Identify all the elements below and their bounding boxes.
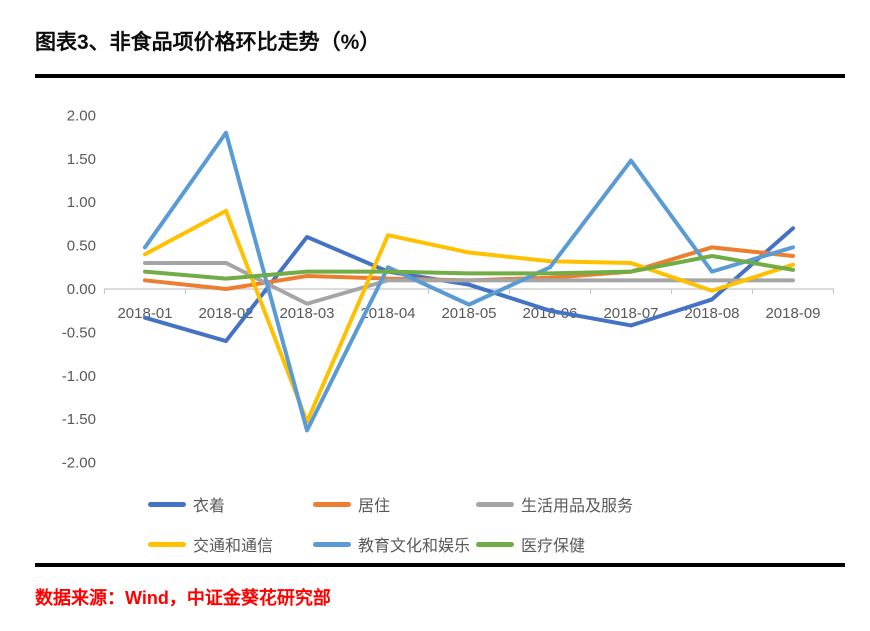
legend-swatch: [313, 541, 351, 547]
bottom-divider: [35, 563, 845, 567]
legend-label: 衣着: [193, 498, 226, 515]
legend-label: 医疗保健: [521, 538, 586, 555]
x-axis-label: 2018-03: [279, 305, 334, 322]
x-axis-label: 2018-07: [603, 305, 658, 322]
y-axis-label: 2.00: [67, 107, 96, 124]
top-divider: [35, 74, 845, 78]
y-axis-label: 0.00: [67, 281, 96, 298]
line-chart: 2.00 1.50 1.00 0.50 0.00 -0.50 -1.00 -1.50 -2.00…: [62, 107, 835, 472]
legend-item: 教育文化和娱乐: [313, 534, 471, 555]
x-axis-label: 2018-01: [117, 305, 172, 322]
series-line-教育文化和娱乐: [143, 130, 795, 433]
legend-item: 居住: [313, 494, 391, 515]
legend-item: 衣着: [148, 494, 226, 515]
legend-item: 生活用品及服务: [476, 494, 634, 515]
y-axis-label: -0.50: [62, 324, 96, 341]
series-line-交通和通信: [143, 208, 795, 424]
legend-swatch: [148, 541, 186, 547]
x-axis-label: 2018-09: [765, 305, 820, 322]
legend-swatch: [476, 541, 514, 547]
x-axis-label: 2018-06: [522, 305, 577, 322]
legend-item: 医疗保健: [476, 534, 586, 555]
legend-swatch: [476, 501, 514, 507]
legend-swatch: [148, 501, 186, 507]
y-axis-label: -1.00: [62, 368, 96, 385]
y-axis-label: -2.00: [62, 455, 96, 472]
series-line-医疗保健: [143, 254, 795, 281]
y-axis-label: 1.00: [67, 194, 96, 211]
series-line-衣着: [143, 226, 795, 344]
data-source: 数据来源：Wind，中证金葵花研究部: [35, 588, 331, 608]
x-axis-label: 2018-02: [198, 305, 253, 322]
y-axis-label: 0.50: [67, 238, 96, 255]
chart-title: 图表3、非食品项价格环比走势（%）: [35, 31, 381, 54]
x-axis-label: 2018-05: [441, 305, 496, 322]
x-axis-label: 2018-04: [360, 305, 415, 322]
legend-swatch: [313, 501, 351, 507]
y-axis-label: -1.50: [62, 411, 96, 428]
y-axis-label: 1.50: [67, 151, 96, 168]
legend-label: 生活用品及服务: [521, 498, 634, 515]
x-axis-label: 2018-08: [684, 305, 739, 322]
legend-label: 居住: [358, 498, 391, 515]
legend-label: 教育文化和娱乐: [358, 538, 471, 555]
legend-label: 交通和通信: [193, 538, 274, 555]
legend-item: 交通和通信: [148, 534, 274, 555]
